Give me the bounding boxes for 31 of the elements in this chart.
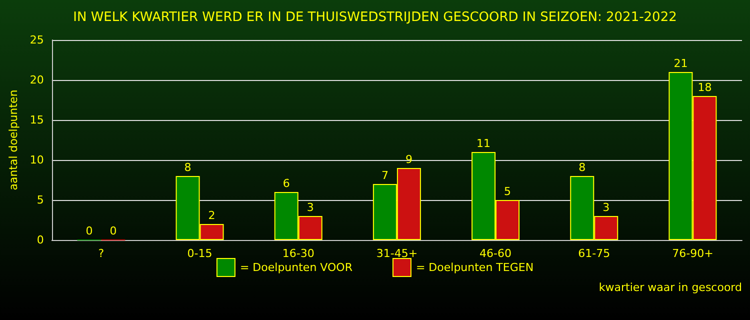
data-label: 6 <box>282 177 290 190</box>
data-label: 7 <box>381 169 388 182</box>
data-label: 11 <box>476 137 491 150</box>
x-tick-label: 31-45+ <box>376 247 418 260</box>
x-tick-label: 61-75 <box>578 247 610 260</box>
x-tick-label: 76-90+ <box>672 247 714 260</box>
x-tick-label: 0-15 <box>187 247 212 260</box>
data-label: 0 <box>86 224 93 238</box>
x-tick-label: 46-60 <box>480 247 512 260</box>
data-label: 8 <box>184 161 192 174</box>
chart-title: IN WELK KWARTIER WERD ER IN DE THUISWEDSTRIJDEN GESCOORD IN SEIZOEN: 2021-2022 <box>73 10 677 25</box>
legend-label: = Doelpunten VOOR <box>240 261 353 274</box>
y-tick-label: 10 <box>30 154 44 166</box>
data-label: 21 <box>674 57 688 70</box>
y-axis-title: aantal doelpunten <box>7 90 20 190</box>
data-label: 0 <box>110 224 117 238</box>
data-label: 5 <box>504 185 512 198</box>
data-label: 18 <box>698 81 712 94</box>
y-tick-label: 5 <box>36 194 44 206</box>
data-label: 3 <box>306 201 314 214</box>
x-axis-title: kwartier waar in gescoord <box>598 281 742 294</box>
legend-label: = Doelpunten TEGEN <box>416 261 534 274</box>
y-tick-label: 0 <box>36 234 44 246</box>
x-tick-label: ? <box>98 247 104 260</box>
data-label: 2 <box>208 209 216 222</box>
y-tick-label: 15 <box>30 114 44 126</box>
x-tick-label: 16-30 <box>282 247 314 260</box>
data-label: 8 <box>578 161 586 174</box>
y-tick-label: 20 <box>30 74 44 86</box>
data-label: 3 <box>602 201 610 214</box>
y-tick-label: 25 <box>30 34 44 46</box>
